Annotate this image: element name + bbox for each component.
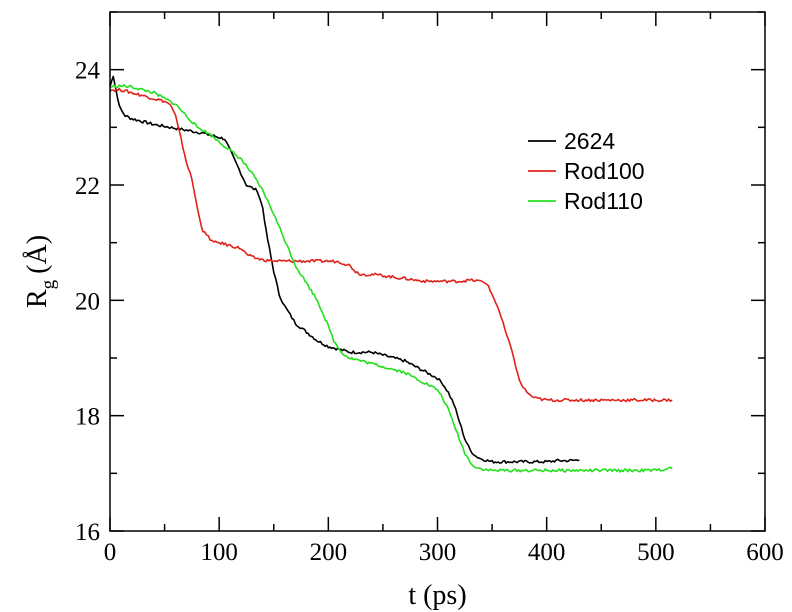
x-tick-label: 300 <box>419 539 457 566</box>
series-line-2624 <box>109 75 580 464</box>
y-axis-title-main: R <box>22 289 53 308</box>
series-line-rod110 <box>109 84 673 473</box>
tick-labels-layer: 0 100 200 300 400 500 600 16 18 20 22 24 <box>75 58 784 566</box>
x-tick-label: 600 <box>746 539 784 566</box>
y-tick-label: 20 <box>75 288 100 315</box>
y-tick-label: 18 <box>75 404 100 431</box>
legend-label: 2624 <box>564 128 615 154</box>
y-axis-title-unit: (Å) <box>22 235 53 274</box>
y-axis-title: Rg (Å) <box>22 235 59 308</box>
series-layer <box>109 75 673 473</box>
x-tick-label: 400 <box>528 539 566 566</box>
x-tick-label: 200 <box>310 539 348 566</box>
x-tick-label: 0 <box>104 539 117 566</box>
legend: 2624 Rod100 Rod110 <box>528 128 645 214</box>
y-tick-label: 24 <box>75 58 101 85</box>
x-axis-title: t (ps) <box>408 580 466 611</box>
x-tick-label: 500 <box>637 539 675 566</box>
y-tick-label: 22 <box>75 173 100 200</box>
ticks-layer <box>109 11 766 532</box>
series-line-rod100 <box>109 87 673 403</box>
x-tick-label: 100 <box>200 539 238 566</box>
legend-label: Rod110 <box>564 188 643 214</box>
y-axis-title-subscript: g <box>38 279 59 289</box>
y-tick-label: 16 <box>75 519 100 546</box>
legend-label: Rod100 <box>564 158 645 184</box>
